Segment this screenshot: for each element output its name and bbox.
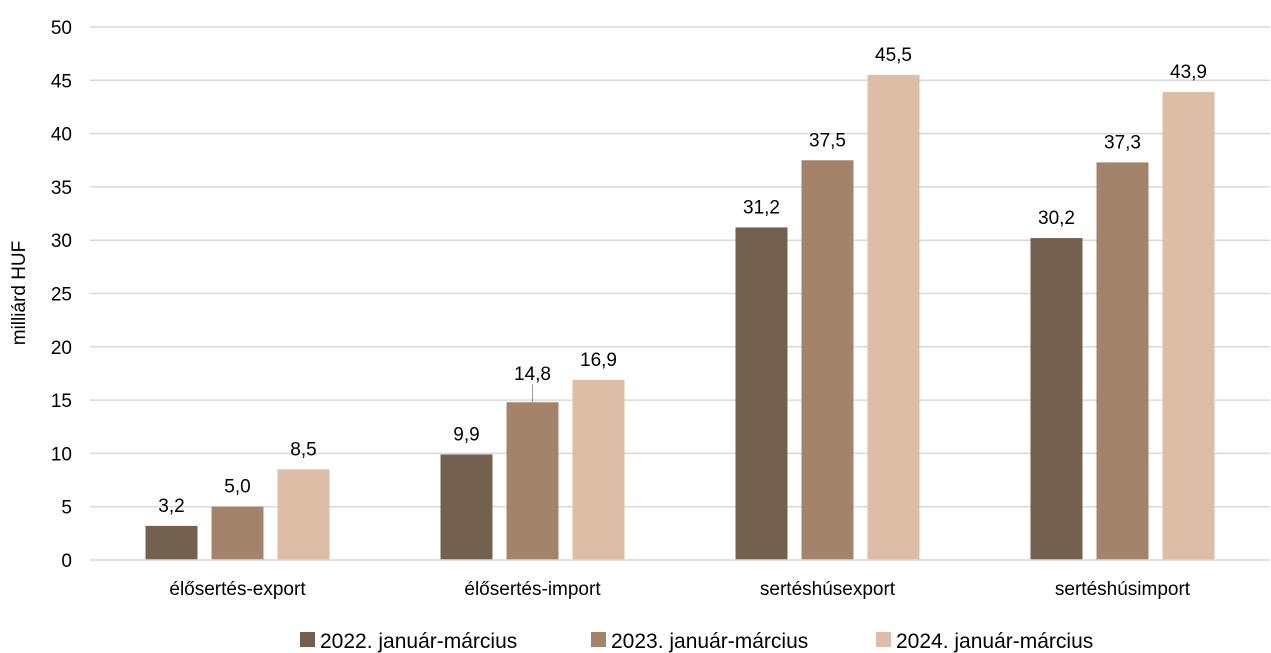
legend-label: 2024. január-március [896, 630, 1093, 653]
y-axis-label: milliárd HUF [9, 241, 30, 346]
legend-swatch [876, 632, 891, 647]
data-label: 8,5 [290, 439, 316, 460]
category-labels: élősertés-export élősertés-import sertéshú… [169, 579, 1190, 600]
y-tick-label: 5 [61, 498, 72, 519]
bar [867, 74, 920, 560]
bar [1162, 92, 1215, 560]
gridlines [90, 26, 1270, 508]
data-label: 37,5 [809, 130, 846, 151]
legend: 2022. január-március 2023. január-március… [300, 630, 1093, 653]
bar [211, 506, 264, 560]
bar [1096, 162, 1149, 560]
y-tick-label: 0 [61, 551, 72, 572]
legend-swatch [591, 632, 606, 647]
y-tick-label: 45 [51, 71, 72, 92]
x-tick-label: sertéshúsexport [760, 579, 896, 600]
data-label: 3,2 [158, 496, 184, 517]
data-labels: 3,2 5,0 8,5 9,9 14,8 16,9 31,2 37,5 45,5 30,2 37,3… [158, 45, 1207, 517]
y-tick-label: 20 [51, 338, 72, 359]
data-label: 30,2 [1038, 208, 1075, 229]
y-axis-ticks: 0 5 10 15 20 25 30 35 40 45 50 [51, 18, 72, 572]
data-label: 14,8 [514, 364, 551, 385]
x-tick-label: élősertés-import [464, 579, 601, 600]
bar [277, 469, 330, 560]
x-tick-label: sertéshúsimport [1055, 579, 1191, 600]
bars [145, 74, 1215, 560]
bar [145, 525, 198, 560]
x-tick-label: élősertés-export [169, 579, 306, 600]
y-tick-label: 25 [51, 285, 72, 306]
data-label: 45,5 [875, 45, 912, 66]
bar [1030, 238, 1083, 560]
data-label: 43,9 [1170, 62, 1207, 83]
legend-label: 2022. január-március [320, 630, 517, 653]
data-label: 37,3 [1104, 132, 1141, 153]
data-label: 5,0 [224, 477, 250, 498]
y-tick-label: 10 [51, 444, 72, 465]
bar [572, 379, 625, 560]
bar [735, 227, 788, 560]
y-tick-label: 50 [51, 18, 72, 39]
legend-label: 2023. január-március [611, 630, 808, 653]
data-label: 31,2 [743, 197, 780, 218]
y-tick-label: 15 [51, 391, 72, 412]
bar [801, 160, 854, 560]
data-label: 16,9 [580, 350, 617, 371]
y-tick-label: 40 [51, 125, 72, 146]
y-tick-label: 30 [51, 231, 72, 252]
y-tick-label: 35 [51, 178, 72, 199]
legend-swatch [300, 632, 315, 647]
bar [506, 402, 559, 560]
data-label: 9,9 [453, 424, 479, 445]
bar [440, 454, 493, 560]
